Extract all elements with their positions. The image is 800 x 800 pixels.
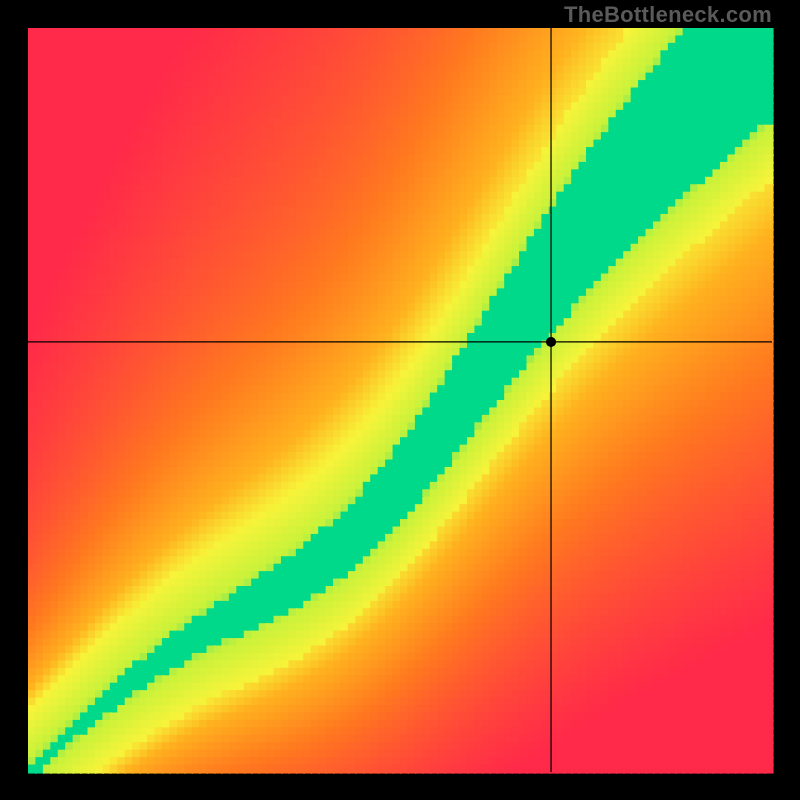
watermark-text: TheBottleneck.com	[564, 2, 772, 28]
bottleneck-heatmap	[0, 0, 800, 800]
